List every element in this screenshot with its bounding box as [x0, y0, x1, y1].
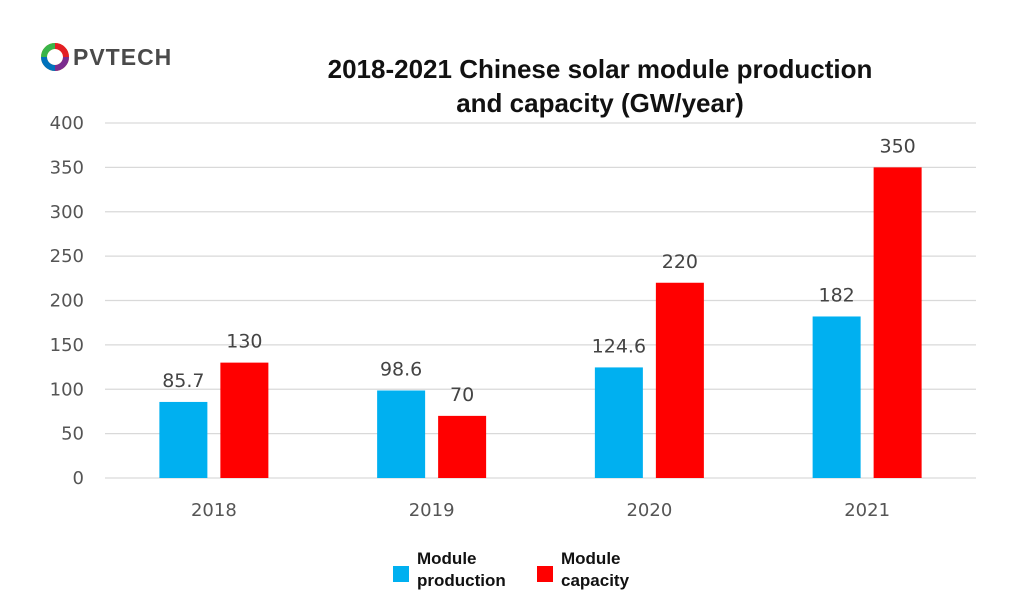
pvtech-logo: PVTECH [40, 42, 172, 72]
legend-swatch-production [393, 566, 409, 582]
y-tick-label: 0 [73, 468, 84, 489]
y-tick-label: 350 [50, 157, 84, 178]
data-label: 350 [879, 135, 915, 157]
data-label: 124.6 [592, 335, 646, 357]
legend-item-production: Module production [393, 548, 527, 592]
legend-swatch-capacity [537, 566, 553, 582]
chart-title: 2018-2021 Chinese solar module productio… [327, 54, 873, 118]
data-label: 98.6 [380, 358, 422, 380]
x-tick-label: 2020 [626, 500, 672, 521]
bar-production-2018 [159, 401, 208, 478]
bar-capacity-2020 [655, 282, 704, 478]
y-tick-label: 300 [50, 202, 84, 223]
y-tick-label: 50 [61, 424, 84, 445]
pvtech-logo-icon [41, 43, 69, 71]
y-axis: 0 50 100 150 200 250 300 350 400 [50, 113, 84, 489]
legend: Module production Module capacity [0, 548, 1024, 598]
bar-capacity-2019 [438, 415, 487, 478]
x-tick-label: 2018 [191, 500, 237, 521]
y-tick-label: 400 [50, 113, 84, 134]
bar-capacity-2018 [220, 362, 269, 478]
data-label: 70 [450, 384, 474, 406]
bar-production-2020 [594, 367, 643, 478]
data-label: 182 [818, 284, 854, 306]
bar-production-2019 [377, 390, 426, 478]
data-label: 130 [226, 331, 262, 353]
y-tick-label: 150 [50, 335, 84, 356]
x-tick-label: 2021 [844, 500, 890, 521]
legend-item-capacity: Module capacity [537, 548, 671, 592]
logo-text: PVTECH [73, 43, 173, 70]
data-label: 85.7 [162, 370, 204, 392]
x-tick-label: 2019 [409, 500, 455, 521]
data-label: 220 [662, 251, 698, 273]
legend-label-capacity: Module capacity [561, 549, 630, 590]
bars: 85.7 130 98.6 70 124.6 220 182 350 [159, 135, 922, 478]
y-tick-label: 100 [50, 379, 84, 400]
bar-production-2021 [812, 316, 861, 478]
y-tick-label: 250 [50, 246, 84, 267]
y-tick-label: 200 [50, 291, 84, 312]
x-axis: 2018 2019 2020 2021 [191, 500, 890, 521]
legend-label-production: Module production [417, 549, 506, 590]
bar-capacity-2021 [873, 167, 922, 478]
